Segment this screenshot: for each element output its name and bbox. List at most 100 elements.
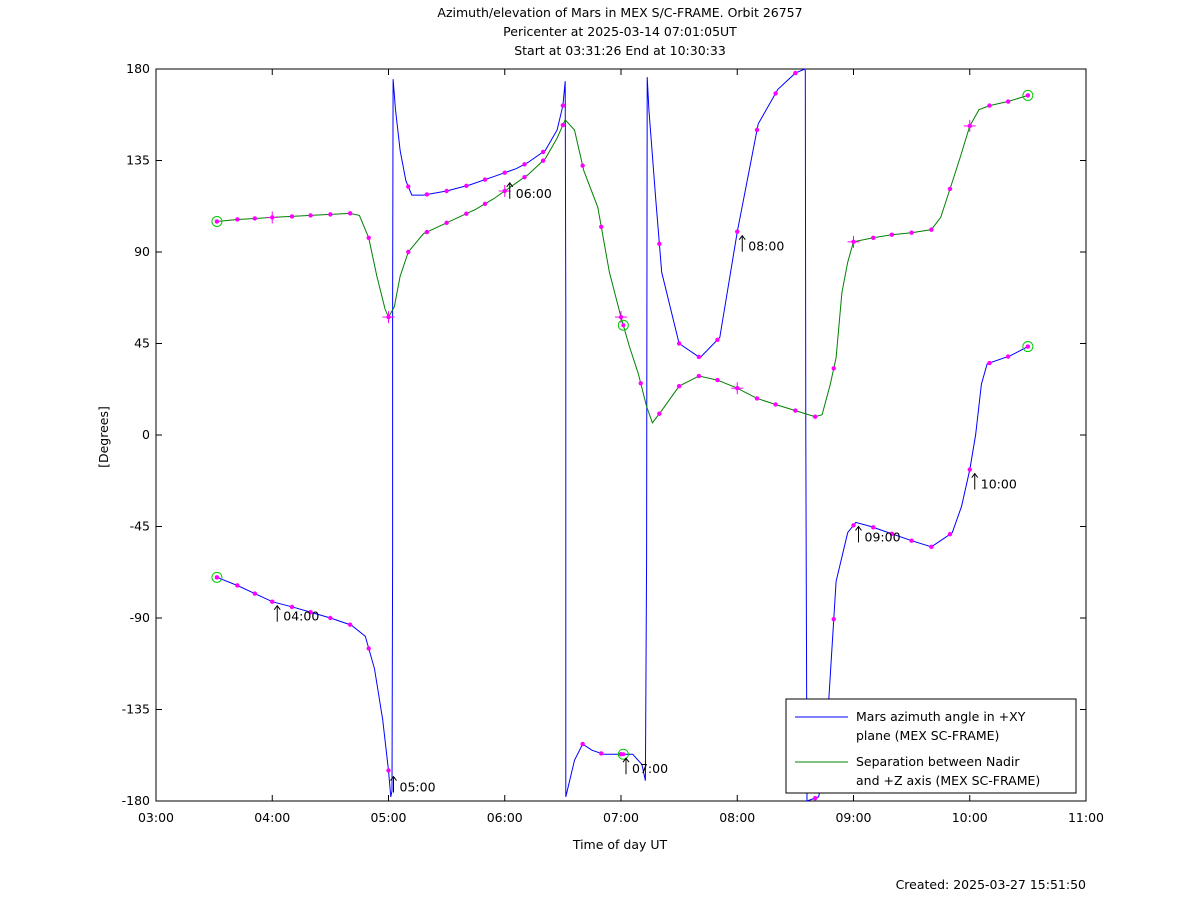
data-point-marker [657, 241, 662, 247]
data-point-marker [599, 224, 604, 229]
data-point-marker [235, 217, 240, 222]
data-point-marker [289, 604, 295, 610]
data-point-marker [366, 235, 371, 240]
data-point-marker [967, 467, 972, 472]
data-point-marker [715, 337, 720, 342]
x-tick-label: 11:00 [1068, 810, 1104, 825]
y-tick-label: 90 [134, 244, 150, 259]
y-tick-label: -45 [130, 519, 150, 534]
data-point-marker [831, 366, 836, 371]
data-point-marker [947, 186, 953, 192]
data-point-marker [424, 192, 430, 197]
data-point-marker [406, 184, 411, 189]
data-point-marker [560, 122, 566, 128]
data-point-marker [909, 538, 914, 543]
data-point-marker [676, 384, 682, 389]
event-circle-marker [1022, 89, 1034, 101]
legend: Mars azimuth angle in +XY plane (MEX SC-F… [785, 698, 1077, 794]
legend-label: and +Z axis (MEX SC-FRAME) [856, 773, 1040, 788]
event-circle-center [214, 575, 219, 580]
data-point-marker [522, 162, 527, 167]
legend-label: Separation between Nadir [856, 754, 1020, 769]
hour-label: 07:00 [632, 761, 668, 776]
data-point-marker [482, 201, 488, 207]
series-lines [216, 68, 1029, 802]
legend-label: plane (MEX SC-FRAME) [856, 728, 999, 743]
hour-label: 09:00 [865, 529, 901, 544]
data-point-marker [522, 174, 527, 180]
title-line-1: Azimuth/elevation of Mars in MEX S/C-FRA… [437, 5, 802, 20]
data-point-marker [773, 402, 778, 407]
data-point-marker [444, 188, 449, 194]
data-point-marker [308, 610, 313, 615]
hour-arrow-head [273, 604, 281, 611]
data-point-marker [482, 177, 488, 182]
title-line-3: Start at 03:31:26 End at 10:30:33 [514, 43, 726, 58]
data-point-marker [947, 532, 953, 537]
plot-frame [155, 68, 1087, 802]
x-tick-label: 10:00 [952, 810, 988, 825]
series-line-1 [216, 68, 1029, 802]
data-point-marker [929, 227, 934, 232]
data-point-marker [657, 411, 662, 416]
data-point-marker [464, 211, 469, 216]
x-tick-label: 07:00 [603, 810, 639, 825]
data-point-marker [889, 531, 895, 537]
data-point-marker [871, 235, 876, 240]
y-tick-label: -90 [130, 610, 150, 625]
hour-arrow-head [971, 472, 979, 478]
data-point-marker [871, 525, 876, 530]
y-tick-label: 45 [134, 336, 150, 351]
data-point-marker [793, 70, 798, 76]
event-circle-center [1025, 93, 1030, 98]
y-tick-label: -135 [122, 702, 150, 717]
hour-label: 08:00 [748, 239, 784, 254]
data-point-marker [328, 615, 333, 621]
data-point-marker [289, 214, 295, 219]
data-point-marker [464, 183, 469, 189]
y-tick-label: 0 [142, 427, 150, 442]
legend-box [785, 698, 1077, 794]
hour-label: 05:00 [400, 780, 436, 795]
y-tick-label: 135 [126, 153, 150, 168]
event-circle-center [1025, 344, 1030, 349]
x-tick-label: 08:00 [719, 810, 755, 825]
y-tick-label: -180 [122, 793, 150, 808]
data-point-marker [638, 381, 643, 386]
event-circle-marker [211, 216, 223, 227]
data-point-marker [754, 396, 760, 401]
data-point-marker [580, 163, 585, 168]
data-point-marker [252, 591, 258, 596]
data-point-marker [812, 795, 818, 801]
chart-title: Azimuth/elevation of Mars in MEX S/C-FRA… [437, 5, 802, 58]
data-point-marker [560, 103, 566, 108]
data-point-marker [754, 127, 760, 133]
hour-label: 04:00 [283, 609, 319, 624]
x-tick-label: 09:00 [835, 810, 871, 825]
data-point-marker [347, 622, 353, 627]
data-point-marker [812, 414, 818, 419]
data-point-marker [696, 373, 702, 379]
plot-border [155, 68, 1087, 802]
created-timestamp: Created: 2025-03-27 15:51:50 [896, 877, 1086, 892]
event-circle-center [621, 752, 626, 757]
y-tick-label: 180 [126, 61, 150, 76]
data-point-marker [406, 249, 411, 255]
data-point-marker [347, 211, 353, 216]
data-point-marker [889, 232, 895, 237]
data-point-marker [929, 544, 934, 550]
data-point-marker [252, 216, 258, 221]
hour-arrow-head [622, 757, 630, 763]
y-axis-label: [Degrees] [96, 406, 111, 468]
title-line-2: Pericenter at 2025-03-14 07:01:05UT [503, 24, 737, 39]
hour-annotations: 04:00 05:00 06:00 07:00 08:00 09:00 10:00 [273, 181, 1017, 795]
data-point-marker [831, 617, 836, 622]
hour-arrow-head [506, 181, 514, 188]
x-tick-label: 03:00 [138, 810, 174, 825]
event-circle-center [621, 323, 626, 328]
event-circle-marker [1022, 341, 1034, 353]
data-point-marker [851, 523, 856, 528]
hour-arrow-head [855, 525, 862, 531]
